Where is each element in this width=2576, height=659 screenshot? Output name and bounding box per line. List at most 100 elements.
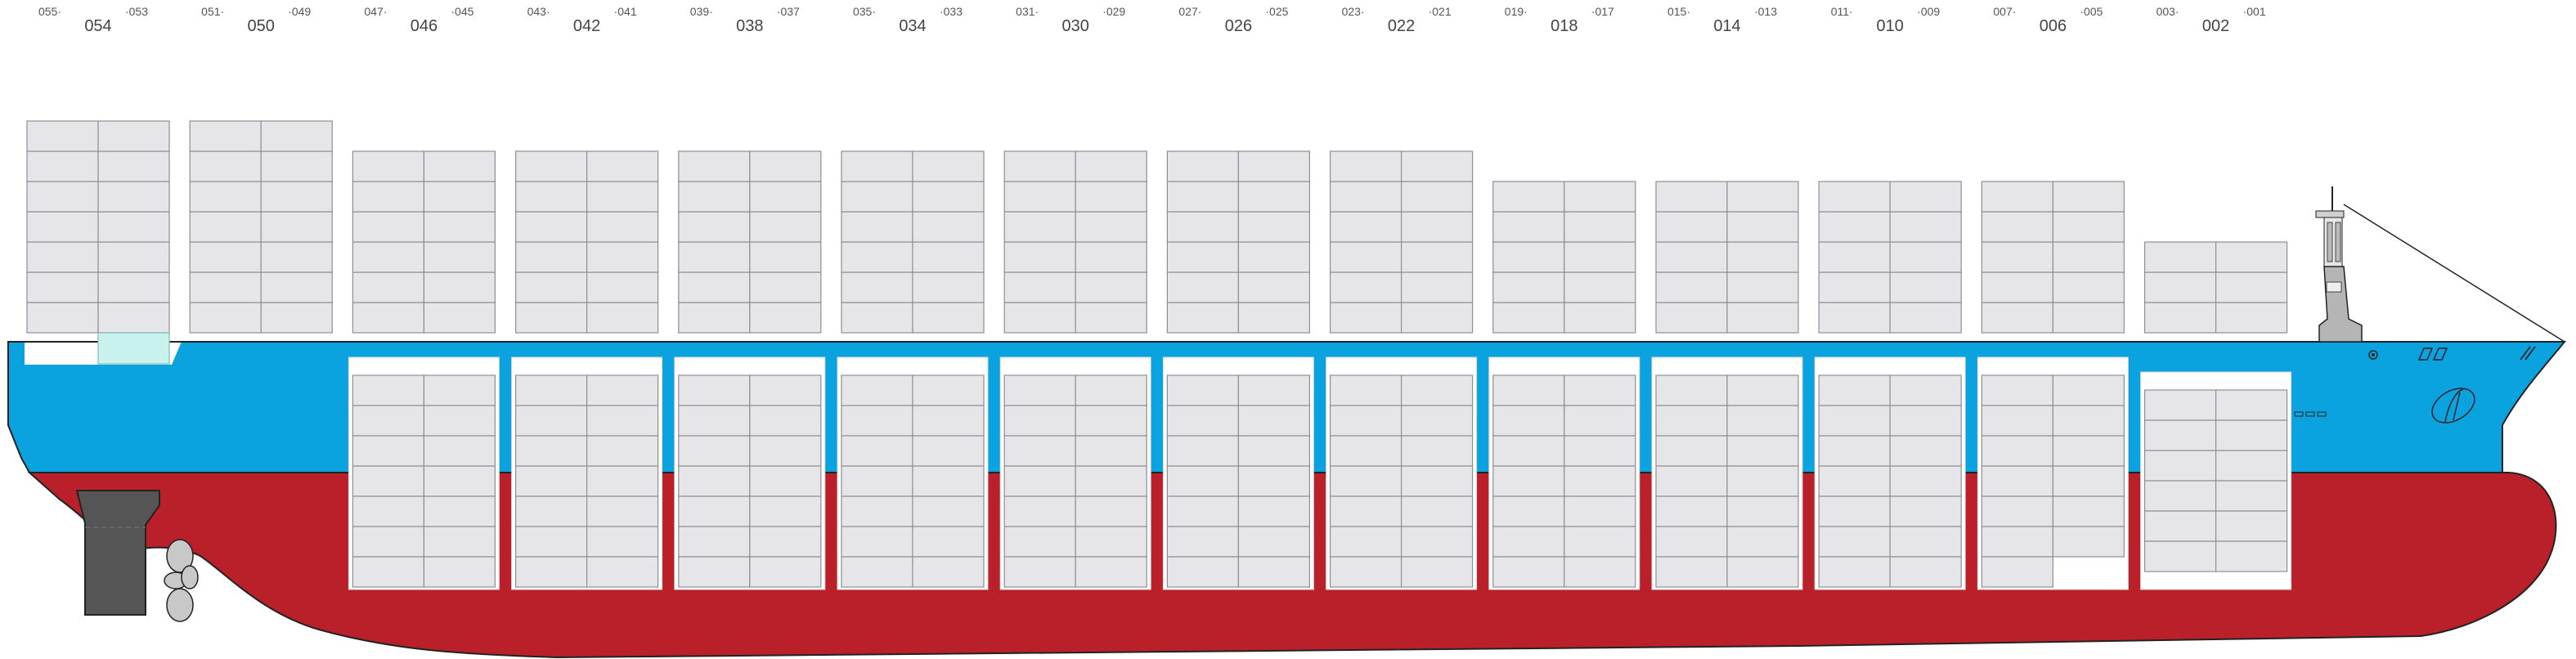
hold-container [352, 374, 424, 406]
deck-container [1237, 271, 1311, 303]
hold-container [841, 405, 913, 437]
hold-container [586, 405, 659, 437]
hold-container [514, 556, 588, 588]
deck-container [1726, 302, 1799, 334]
deck-container [1492, 211, 1565, 243]
deck-container [678, 241, 751, 273]
deck-stack-002 [2144, 241, 2288, 334]
ship-name-marking-icon [2294, 346, 2536, 417]
hold-container [514, 495, 588, 527]
deck-container [189, 120, 262, 152]
bay-sublabel-aft: 007· [1993, 5, 2016, 18]
deck-container [2215, 271, 2288, 303]
hold-container [749, 495, 822, 527]
hold-container [841, 556, 913, 588]
hold-container [1889, 405, 1962, 437]
hold-container [1400, 435, 1474, 467]
hold-container [1166, 374, 1240, 406]
bay-label-038: 038 [736, 17, 763, 35]
deck-container [1726, 181, 1799, 213]
hold-container [586, 526, 659, 558]
deck-container [678, 150, 751, 182]
bay-sublabel-aft: 035· [853, 5, 876, 18]
hold-container [1166, 405, 1240, 437]
hold-container [1329, 435, 1402, 467]
deck-container [260, 120, 333, 152]
hold-container [1329, 405, 1402, 437]
deck-container [26, 150, 99, 182]
hold-container [2144, 510, 2217, 542]
hold-container [749, 435, 822, 467]
deck-container [1329, 211, 1402, 243]
hold-container [2215, 540, 2288, 572]
hold-container [2215, 450, 2288, 482]
bay-label-018: 018 [1551, 17, 1577, 35]
deck-container [352, 302, 424, 334]
deck-container [1818, 241, 1891, 273]
hold-container [1237, 556, 1311, 588]
deck-container [514, 241, 588, 273]
hold-container [1889, 374, 1962, 406]
hold-container [678, 465, 751, 497]
hold-container [1981, 374, 2053, 406]
deck-container [2052, 241, 2125, 273]
deck-container [1237, 181, 1311, 213]
hold-container [912, 465, 985, 497]
deck-container [1889, 211, 1962, 243]
deck-container [841, 271, 913, 303]
deck-container [26, 181, 99, 213]
bay-sublabel-aft: 039· [690, 5, 713, 18]
deck-container [1889, 241, 1962, 273]
deck-container [1981, 302, 2053, 334]
bay-label-002: 002 [2202, 17, 2229, 35]
hold-container [1564, 526, 1636, 558]
deck-container [678, 211, 751, 243]
hold-container [1818, 435, 1891, 467]
hold-container [1075, 526, 1147, 558]
hold-container [841, 465, 913, 497]
hold-container [678, 526, 751, 558]
hold-container [514, 405, 588, 437]
deck-stack-042 [514, 150, 659, 334]
hold-container [586, 465, 659, 497]
hold-stack-042 [514, 374, 659, 588]
bay-sublabel-aft: 031· [1016, 5, 1039, 18]
hold-container [1981, 405, 2053, 437]
bay-label-026: 026 [1225, 17, 1252, 35]
bay-label-042: 042 [573, 17, 600, 35]
deck-container [514, 271, 588, 303]
deck-container-stacks [26, 120, 2288, 365]
hold-container [1889, 556, 1962, 588]
deck-container [352, 271, 424, 303]
bay-label-006: 006 [2040, 17, 2067, 35]
hold-stack-030 [1003, 374, 1147, 588]
deck-container [1564, 302, 1636, 334]
hold-stack-046 [352, 374, 496, 588]
deck-container [26, 241, 99, 273]
deck-container [1166, 302, 1240, 334]
hold-container [1564, 435, 1636, 467]
bulbous-bow-icon [2431, 388, 2475, 424]
deck-container [423, 271, 496, 303]
deck-stack-030 [1003, 150, 1147, 334]
hold-container [2144, 540, 2217, 572]
hold-container [586, 556, 659, 588]
deck-container [1329, 181, 1402, 213]
deck-container [678, 271, 751, 303]
deck-container [678, 302, 751, 334]
hold-container [1237, 405, 1311, 437]
deck-container [586, 271, 659, 303]
deck-container [26, 120, 99, 152]
hold-container [1329, 556, 1402, 588]
hold-container [2144, 480, 2217, 512]
deck-container [2052, 211, 2125, 243]
hold-container [1655, 526, 1728, 558]
bay-sublabel-fwd: ·049 [288, 5, 311, 18]
deck-container [1726, 241, 1799, 273]
hold-container [423, 374, 496, 406]
hold-container [1726, 526, 1799, 558]
deck-container [26, 211, 99, 243]
deck-container [1237, 241, 1311, 273]
hold-container [1003, 465, 1076, 497]
hold-stack-014 [1655, 374, 1799, 588]
